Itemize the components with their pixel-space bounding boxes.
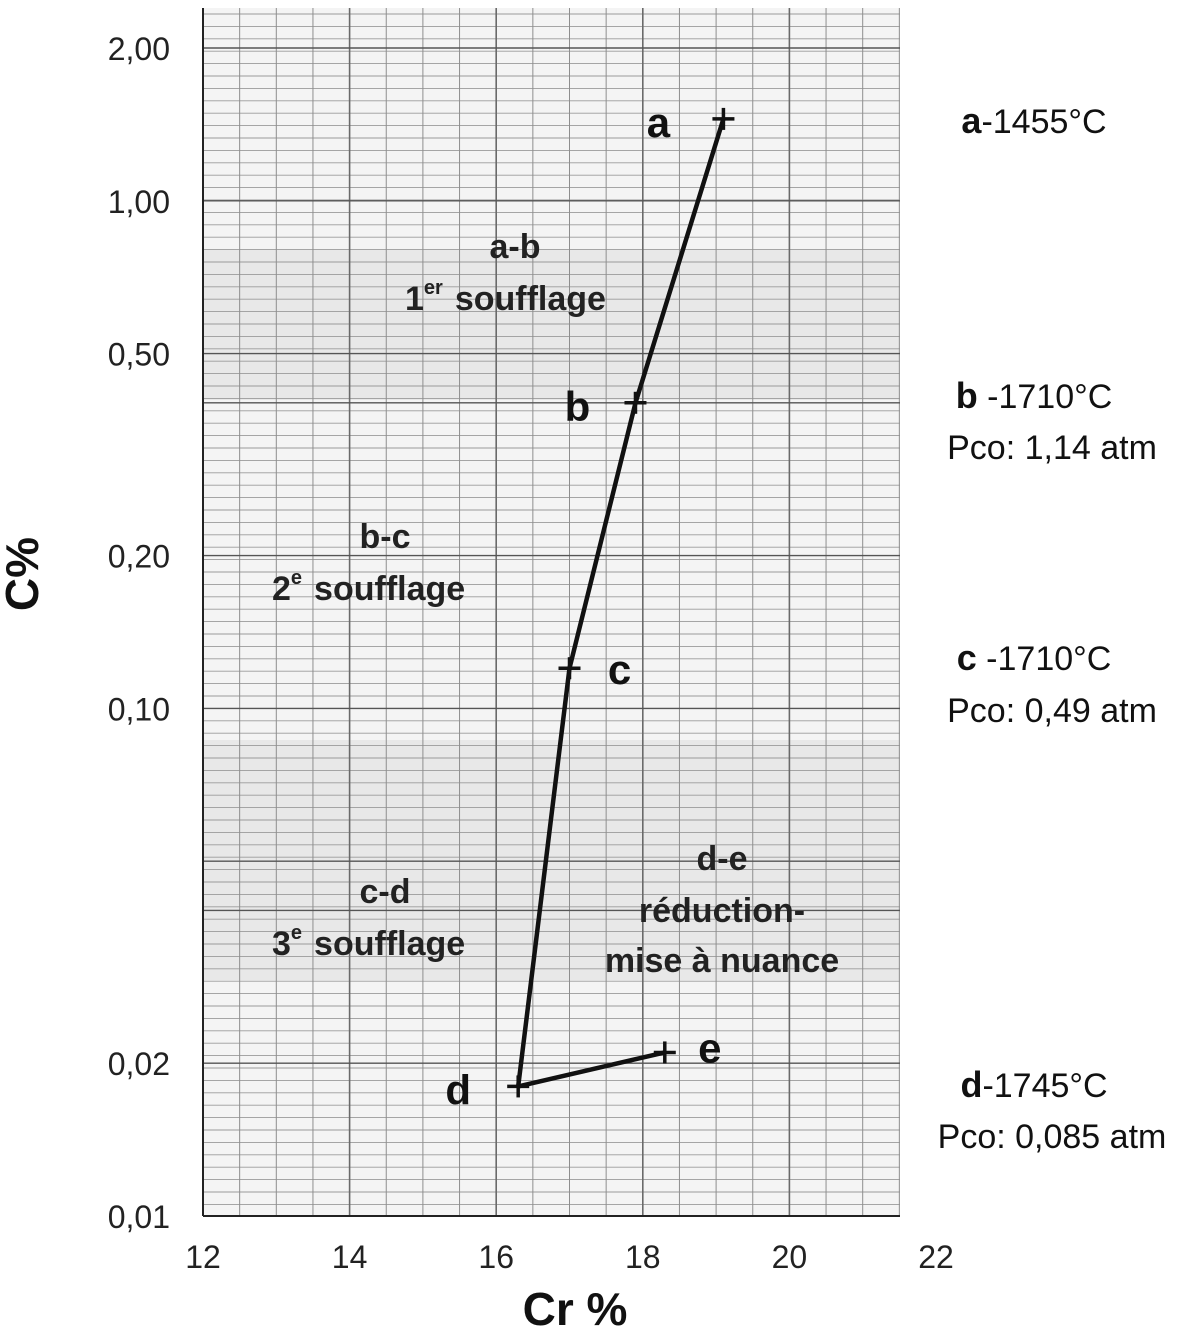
- x-tick-labels: 12 14 16 18 20 22: [185, 1239, 954, 1275]
- x-tick-label: 16: [478, 1239, 514, 1275]
- zone-label-c-d: c-d: [360, 873, 411, 911]
- point-label-d: d: [445, 1066, 471, 1113]
- annotation-temp-value-c: -1710°C: [977, 640, 1112, 678]
- point-markers: [507, 107, 735, 1098]
- annotation-letter-d: d: [960, 1064, 982, 1105]
- zone-word: soufflage: [314, 925, 465, 963]
- zone-ordinal: 1: [405, 280, 424, 318]
- annotation-temp-d: d-1745°C: [960, 1064, 1107, 1105]
- annotation-letter-c: c: [957, 637, 977, 678]
- shade-band-1: [203, 250, 900, 400]
- zone-word: soufflage: [455, 280, 606, 318]
- plot-area: [203, 8, 900, 1216]
- plot-background: [203, 8, 900, 1216]
- annotation-pco-c: Pco: 0,49 atm: [947, 692, 1157, 730]
- point-label-e: e: [698, 1024, 721, 1071]
- zone-ordinal-sup: er: [424, 277, 443, 299]
- shade-band-2: [203, 740, 900, 980]
- zone-ordinal: 2: [272, 570, 291, 608]
- y-tick-label: 1,00: [108, 184, 170, 220]
- point-label-b: b: [565, 383, 591, 430]
- y-tick-label: 0,20: [108, 539, 170, 575]
- zone-label-b-c: b-c: [360, 518, 411, 556]
- zone-ordinal-sup: e: [291, 567, 302, 589]
- x-tick-label: 12: [185, 1239, 221, 1275]
- zone-word: soufflage: [314, 570, 465, 608]
- x-tick-label: 22: [918, 1239, 954, 1275]
- y-tick-labels: 2,00 1,00 0,50 0,20 0,10 0,02 0,01: [108, 31, 170, 1235]
- annotation-temp-a: a-1455°C: [961, 100, 1106, 141]
- zone-ordinal-sup: e: [291, 922, 302, 944]
- annotation-letter-a: a: [961, 100, 982, 141]
- point-label-c: c: [608, 646, 631, 693]
- annotation-temp-b: b -1710°C: [956, 375, 1113, 416]
- grid-major: [202, 8, 900, 1217]
- annotation-letter-b: b: [956, 375, 978, 416]
- point-labels: a b c d e: [445, 99, 721, 1114]
- y-axis-title: C%: [0, 537, 48, 611]
- y-tick-label: 0,50: [108, 337, 170, 373]
- zone-label-a-b: a-b: [490, 228, 541, 266]
- y-tick-label: 0,02: [108, 1046, 170, 1082]
- x-tick-label: 14: [332, 1239, 368, 1275]
- zone-line3-d-e: mise à nuance: [605, 942, 839, 980]
- annotation-pco-b: Pco: 1,14 atm: [947, 429, 1157, 467]
- zone-stage-c-d: 3e soufflage: [272, 922, 465, 963]
- zone-line2-d-e: réduction-: [639, 892, 805, 930]
- x-tick-label: 18: [625, 1239, 661, 1275]
- zone-stage-a-b: 1er soufflage: [405, 277, 606, 318]
- y-tick-label: 0,10: [108, 691, 170, 727]
- zone-ordinal: 3: [272, 925, 291, 963]
- grid-minor: [203, 8, 900, 1216]
- point-label-a: a: [647, 99, 671, 146]
- annotation-temp-c: c -1710°C: [957, 637, 1112, 678]
- x-axis-title: Cr %: [523, 1283, 628, 1335]
- annotation-pco-d: Pco: 0,085 atm: [938, 1118, 1167, 1156]
- y-tick-label: 2,00: [108, 31, 170, 67]
- condition-annotations: a-1455°C b -1710°C Pco: 1,14 atm c -1710°C P…: [938, 100, 1167, 1156]
- zone-stage-b-c: 2e soufflage: [272, 567, 465, 608]
- y-tick-label: 0,01: [108, 1199, 170, 1235]
- x-tick-label: 20: [772, 1239, 808, 1275]
- zone-label-d-e: d-e: [697, 840, 748, 878]
- annotation-temp-value-a: -1455°C: [981, 103, 1106, 141]
- annotation-temp-value-d: -1745°C: [982, 1067, 1107, 1105]
- annotation-temp-value-b: -1710°C: [978, 378, 1113, 416]
